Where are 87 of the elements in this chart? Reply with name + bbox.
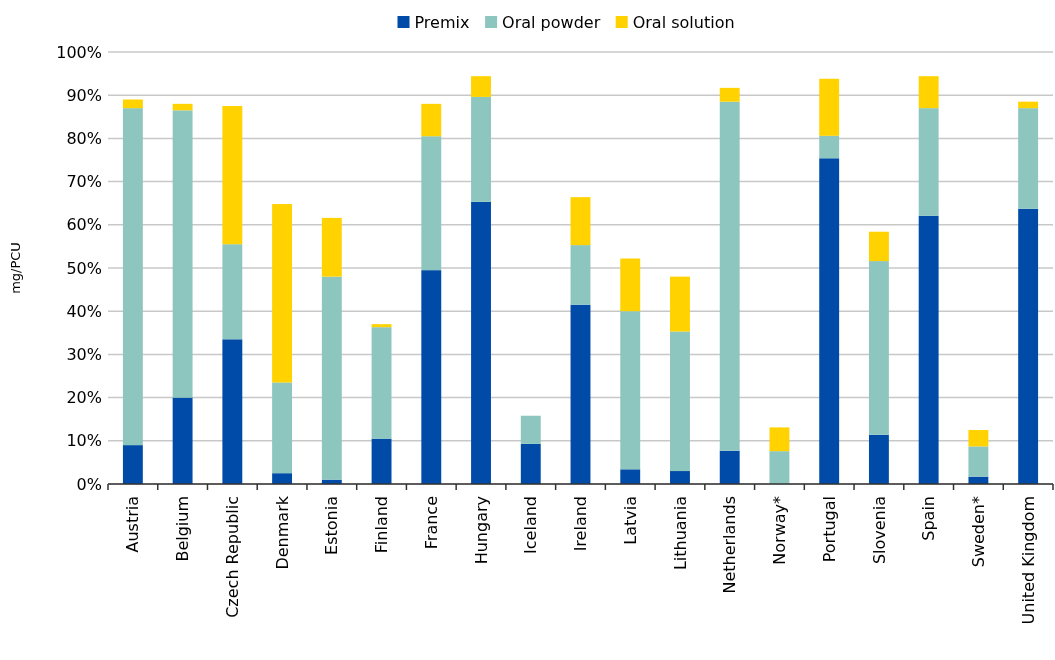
bar bbox=[471, 76, 491, 97]
y-tick-label: 20% bbox=[66, 388, 102, 408]
bar bbox=[122, 445, 143, 484]
bar bbox=[520, 415, 541, 444]
bar bbox=[321, 217, 342, 277]
bar bbox=[471, 96, 491, 202]
bar bbox=[918, 76, 939, 109]
bar bbox=[520, 443, 541, 484]
x-tick-label: France bbox=[421, 496, 441, 550]
bar bbox=[1018, 208, 1039, 484]
x-tick-label: Latvia bbox=[620, 496, 640, 545]
bar bbox=[172, 110, 193, 398]
bar bbox=[371, 324, 392, 328]
bar bbox=[670, 331, 690, 472]
bar bbox=[819, 78, 840, 136]
bar bbox=[371, 327, 392, 439]
bar bbox=[868, 434, 889, 484]
x-tick-label: United Kingdom bbox=[1018, 496, 1038, 625]
bar bbox=[321, 276, 342, 480]
bar bbox=[570, 304, 591, 484]
x-tick-label: Slovenia bbox=[869, 496, 889, 565]
bar bbox=[918, 215, 939, 484]
bar bbox=[819, 135, 840, 159]
bar bbox=[172, 397, 193, 484]
bar bbox=[471, 201, 491, 484]
bar bbox=[172, 103, 193, 111]
x-tick-label: Belgium bbox=[173, 496, 193, 562]
x-tick-label: Sweden* bbox=[968, 496, 988, 568]
x-tick-label: Spain bbox=[919, 496, 939, 541]
y-tick-label: 90% bbox=[66, 85, 102, 105]
x-tick-label: Denmark bbox=[272, 495, 292, 570]
bar bbox=[371, 438, 392, 484]
bar bbox=[719, 101, 740, 451]
bar bbox=[719, 450, 740, 484]
x-tick-label: Czech Republic bbox=[222, 496, 242, 618]
bar bbox=[421, 136, 442, 271]
bar bbox=[868, 261, 889, 435]
bar bbox=[670, 471, 690, 484]
bar bbox=[670, 276, 690, 332]
bar bbox=[620, 258, 641, 312]
y-tick-label: 50% bbox=[66, 258, 102, 278]
bar bbox=[570, 245, 591, 305]
bar bbox=[222, 244, 243, 340]
bar bbox=[272, 473, 293, 484]
x-tick-label: Lithuania bbox=[670, 496, 690, 571]
bar bbox=[122, 99, 143, 109]
legend-label: Oral solution bbox=[632, 12, 735, 32]
bar bbox=[968, 446, 989, 477]
x-tick-label: Netherlands bbox=[720, 496, 740, 594]
bar bbox=[570, 197, 591, 246]
x-tick-label: Finland bbox=[372, 496, 392, 554]
bar bbox=[620, 311, 641, 470]
bar bbox=[222, 106, 243, 245]
x-tick-label: Ireland bbox=[571, 496, 591, 552]
y-axis-title: mg/PCU bbox=[8, 242, 23, 294]
x-tick-label: Hungary bbox=[471, 496, 491, 565]
bar bbox=[421, 270, 442, 484]
bar bbox=[769, 427, 790, 452]
bar bbox=[769, 451, 790, 484]
legend-label: Oral powder bbox=[502, 12, 601, 32]
y-tick-label: 0% bbox=[76, 474, 102, 494]
bar bbox=[1018, 108, 1039, 209]
bar bbox=[819, 158, 840, 484]
x-tick-label: Portugal bbox=[819, 496, 839, 563]
bar bbox=[918, 108, 939, 216]
bar bbox=[1018, 101, 1039, 109]
legend-label: Premix bbox=[414, 12, 470, 32]
bar bbox=[272, 382, 293, 474]
y-tick-label: 100% bbox=[56, 42, 102, 62]
bar bbox=[222, 339, 243, 484]
y-tick-label: 80% bbox=[66, 129, 102, 148]
bar bbox=[620, 469, 641, 484]
y-tick-label: 30% bbox=[66, 345, 102, 364]
x-tick-label: Norway* bbox=[770, 496, 790, 565]
y-tick-label: 70% bbox=[66, 172, 102, 192]
bar bbox=[272, 204, 293, 383]
y-tick-label: 10% bbox=[66, 431, 102, 451]
bar bbox=[719, 87, 740, 102]
bar bbox=[868, 231, 889, 262]
bar bbox=[122, 108, 143, 446]
x-tick-label: Estonia bbox=[322, 496, 342, 555]
x-tick-label: Austria bbox=[123, 496, 143, 553]
bar bbox=[421, 103, 442, 137]
bar bbox=[968, 430, 989, 447]
y-tick-label: 60% bbox=[66, 215, 102, 235]
y-tick-label: 40% bbox=[66, 301, 102, 321]
x-tick-label: Iceland bbox=[521, 496, 541, 554]
